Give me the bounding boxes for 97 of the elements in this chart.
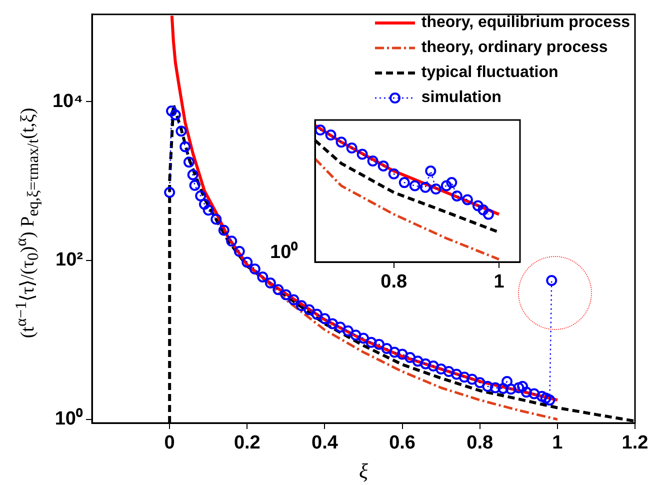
point (350, 330, 362, 341)
legend-label: simulation (421, 88, 502, 106)
point (472, 200, 484, 212)
point (398, 177, 410, 188)
point (409, 180, 420, 192)
point (528, 388, 540, 400)
legend-label: theory, equilibrium process (421, 14, 630, 32)
x-tick-label: 0.8 (466, 432, 494, 454)
point (189, 180, 200, 191)
point (389, 346, 400, 358)
point (326, 318, 338, 330)
legend-label: typical fluctuation (421, 64, 558, 82)
point (451, 368, 462, 380)
y-tick-label: 10² (56, 250, 83, 271)
point (198, 198, 210, 210)
point (446, 177, 458, 188)
y-tick-label: 10⁰ (54, 408, 83, 430)
point (436, 364, 447, 375)
point (404, 352, 416, 364)
point (170, 109, 181, 120)
point (226, 236, 238, 247)
annotation: 10⁰ (270, 240, 298, 264)
point (346, 142, 358, 154)
point (280, 289, 292, 300)
point (366, 336, 377, 348)
point (420, 182, 431, 193)
point (502, 376, 513, 387)
point (325, 130, 336, 141)
point (342, 325, 354, 336)
point (540, 392, 552, 404)
point (440, 180, 452, 192)
x-tick-label: 0.6 (389, 432, 416, 454)
point (478, 204, 489, 216)
x-tick-label: 0.2 (234, 432, 260, 454)
point (314, 124, 326, 136)
point (388, 168, 400, 180)
point (319, 313, 330, 324)
point (336, 136, 347, 148)
point (374, 338, 385, 350)
point (311, 308, 322, 320)
x-tick-label: 0.4 (312, 432, 338, 454)
point (425, 166, 436, 177)
point (183, 156, 194, 168)
point (482, 208, 494, 220)
point (202, 204, 214, 216)
point (176, 126, 187, 137)
point (517, 380, 528, 392)
legend-label: theory, ordinary process (421, 38, 608, 56)
point (443, 366, 454, 378)
point (513, 382, 524, 394)
point (257, 271, 268, 282)
point (544, 394, 556, 406)
point (378, 160, 389, 172)
point (505, 384, 516, 395)
point (195, 190, 206, 202)
x-tick-label: 0.8 (380, 272, 408, 293)
point (498, 382, 509, 394)
point (430, 183, 442, 194)
point (536, 390, 548, 402)
point (458, 372, 470, 383)
point (218, 224, 230, 236)
point (412, 356, 424, 367)
point (264, 278, 276, 289)
point (272, 284, 284, 296)
point (187, 169, 198, 180)
point (304, 304, 315, 316)
point (356, 148, 368, 160)
point (249, 264, 260, 275)
point (428, 360, 439, 372)
point (546, 274, 558, 286)
point (242, 256, 253, 268)
point (520, 386, 532, 398)
point (451, 190, 462, 202)
point (166, 106, 178, 117)
point (462, 194, 473, 206)
point (288, 294, 300, 306)
point (296, 300, 307, 312)
point (396, 348, 408, 360)
point (474, 377, 486, 388)
point (466, 374, 478, 385)
point (164, 186, 176, 198)
point (381, 342, 392, 354)
point (490, 382, 501, 394)
point (234, 246, 245, 257)
x-tick-label: 1.2 (622, 432, 648, 454)
point (420, 358, 432, 370)
y-tick-label: 10⁴ (52, 90, 83, 112)
point (180, 141, 191, 152)
point (210, 214, 222, 225)
x-tick-label: 0 (164, 432, 175, 454)
x-tick-label: 1 (552, 432, 564, 454)
point (482, 380, 494, 392)
x-tick-label: 1 (494, 272, 505, 293)
point (367, 155, 378, 166)
point (358, 332, 369, 344)
x-axis-title: ξ (359, 458, 368, 483)
point (334, 322, 346, 333)
